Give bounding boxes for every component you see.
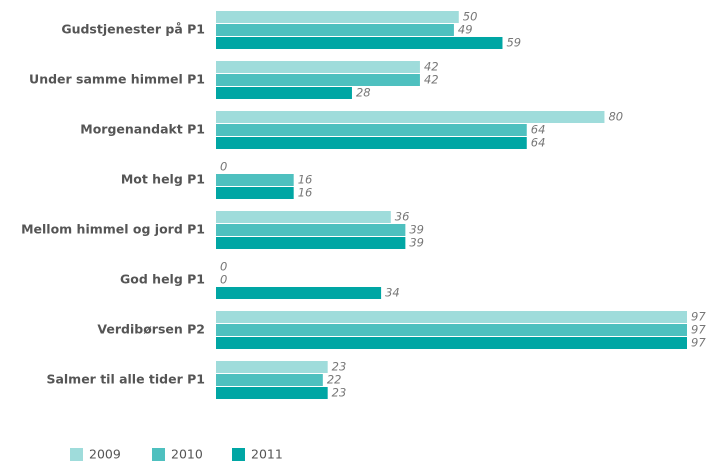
bar — [216, 324, 687, 336]
bar — [216, 187, 294, 199]
category-label: Mellom himmel og jord P1 — [21, 222, 205, 237]
value-label: 0 — [220, 273, 227, 287]
bar — [216, 37, 503, 49]
value-label: 64 — [531, 136, 546, 150]
value-label: 0 — [220, 160, 227, 174]
bar — [216, 374, 323, 386]
value-label: 49 — [458, 23, 473, 37]
legend-swatch — [152, 448, 165, 461]
category-label: God helg P1 — [120, 272, 205, 287]
category-label: Mot helg P1 — [121, 172, 205, 187]
legend-label: 2009 — [89, 447, 121, 462]
bar — [216, 74, 420, 86]
value-label: 59 — [506, 36, 521, 50]
value-label: 22 — [327, 373, 342, 387]
value-label: 50 — [463, 10, 478, 24]
bar — [216, 124, 527, 136]
value-label: 97 — [691, 323, 706, 337]
category-label: Gudstjenester på P1 — [61, 22, 205, 37]
bar — [216, 337, 687, 349]
value-label: 34 — [385, 286, 400, 300]
bar — [216, 111, 605, 123]
category-label: Salmer til alle tider P1 — [46, 372, 205, 387]
legend-swatch — [232, 448, 245, 461]
value-label: 39 — [409, 223, 424, 237]
value-label: 42 — [424, 73, 439, 87]
value-label: 39 — [409, 236, 424, 250]
legend-label: 2011 — [251, 447, 283, 462]
category-label: Under samme himmel P1 — [29, 72, 205, 87]
value-label: 36 — [395, 210, 410, 224]
bar — [216, 361, 328, 373]
bar — [216, 87, 352, 99]
value-label: 64 — [531, 123, 546, 137]
bar — [216, 61, 420, 73]
value-label: 28 — [356, 86, 371, 100]
bar — [216, 237, 406, 249]
value-label: 80 — [608, 110, 623, 124]
bar — [216, 387, 328, 399]
value-label: 0 — [220, 260, 227, 274]
value-label: 97 — [691, 336, 706, 350]
legend-label: 2010 — [171, 447, 203, 462]
value-label: 16 — [298, 186, 313, 200]
bar — [216, 224, 406, 236]
category-label: Verdibørsen P2 — [97, 322, 205, 337]
value-label: 42 — [424, 60, 439, 74]
bar — [216, 174, 294, 186]
value-label: 16 — [298, 173, 313, 187]
value-label: 23 — [332, 360, 347, 374]
legend-swatch — [70, 448, 83, 461]
bar — [216, 11, 459, 23]
value-label: 97 — [691, 310, 706, 324]
bar — [216, 24, 454, 36]
bar — [216, 211, 391, 223]
bar — [216, 137, 527, 149]
bar — [216, 311, 687, 323]
value-label: 23 — [332, 386, 347, 400]
category-label: Morgenandakt P1 — [80, 122, 205, 137]
bar — [216, 287, 382, 299]
